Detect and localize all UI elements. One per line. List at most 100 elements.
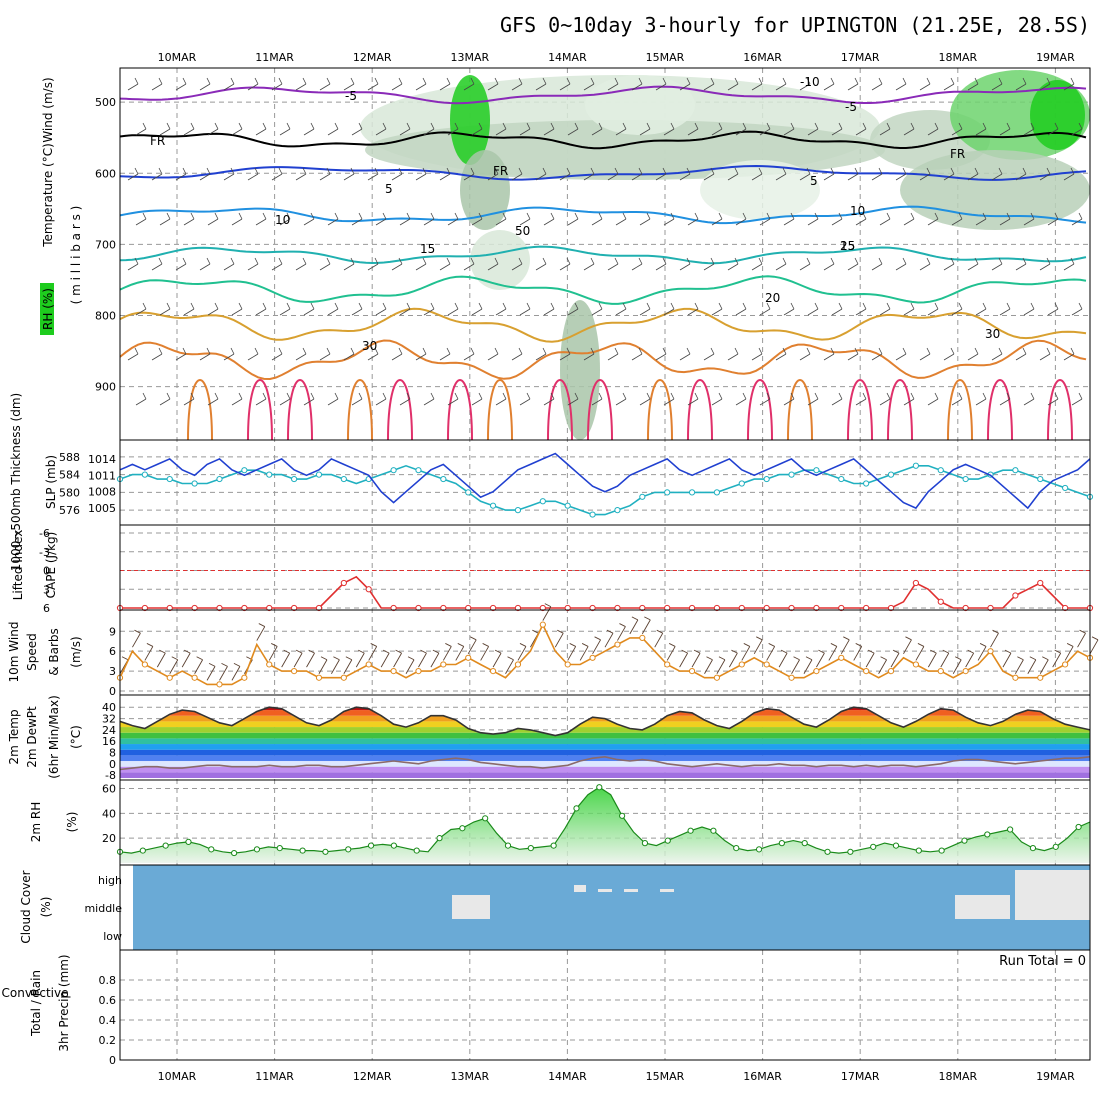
wind-barb	[967, 167, 979, 181]
wind-barb-10m	[579, 643, 589, 661]
thickness-line-point	[415, 467, 422, 474]
wind-barb	[1023, 212, 1035, 226]
wind-barb	[567, 302, 579, 316]
wind-speed-line-point	[440, 661, 447, 668]
wind-barb	[223, 257, 235, 271]
wind-barb	[367, 347, 379, 361]
wind-speed-line-point	[738, 661, 745, 668]
wind-barb	[855, 302, 867, 316]
thickness-line-point	[763, 475, 770, 483]
wind-barb	[487, 347, 499, 361]
rh-point	[961, 837, 968, 844]
rh-point	[436, 835, 443, 842]
lifted-index-line	[120, 575, 1090, 609]
wind-barb	[511, 347, 523, 361]
wind-barb	[375, 302, 387, 316]
panel-frame	[119, 439, 1091, 526]
wind-barb	[559, 167, 571, 181]
warm-contour	[247, 379, 273, 441]
wind-barb-10m	[156, 649, 166, 668]
wind-barb	[727, 167, 739, 181]
thickness-line-point	[216, 475, 223, 483]
lifted-index-line-point	[987, 604, 994, 612]
wind-barb	[775, 347, 787, 361]
wind-barb	[295, 257, 307, 271]
wind-barb-10m	[666, 643, 676, 661]
wind-barb	[679, 167, 691, 181]
wind-barb	[783, 302, 795, 316]
wind-barb	[255, 302, 267, 316]
wind-barb-10m	[480, 643, 490, 661]
wind-barb	[807, 122, 819, 136]
wind-barb	[343, 257, 355, 271]
wind-barb	[615, 392, 627, 406]
wind-barb	[799, 347, 811, 361]
wind-barb	[1047, 122, 1059, 136]
wind-barb-10m	[418, 649, 427, 668]
wind-barb	[823, 77, 835, 91]
wind-barb	[927, 302, 939, 316]
temp-band	[120, 772, 1090, 778]
contour-label: 5	[810, 174, 818, 188]
lifted-index-label: Lifted Index	[11, 530, 25, 601]
wind-barb	[327, 122, 339, 136]
cloud-level-label: low	[103, 930, 122, 943]
wind-barb	[343, 347, 355, 361]
wind-barb-10m	[368, 643, 378, 661]
wind-barb	[423, 392, 435, 406]
convective-label: Convective	[2, 986, 69, 1000]
wind-barb	[999, 392, 1011, 406]
wind-barb-10m	[853, 643, 863, 661]
cape-label: CAPE (J/kg)	[44, 532, 58, 599]
wind-barb	[447, 212, 459, 226]
axis-tick: 588	[59, 451, 80, 464]
wind-barb	[703, 77, 715, 91]
date-label-top: 19MAR	[1036, 51, 1075, 64]
wind-barb	[831, 122, 843, 136]
wind-barb-10m	[306, 649, 315, 668]
rh-point	[870, 843, 877, 850]
wind-barb	[159, 122, 171, 136]
wind-barb-10m	[1039, 656, 1049, 674]
wind-barb	[279, 302, 291, 316]
wind-barb	[711, 212, 723, 226]
wind-label: Wind (m/s)	[41, 77, 55, 142]
axis-tick: 0	[109, 1054, 116, 1067]
wind-barb-10m	[778, 649, 788, 668]
axis-tick: 3	[109, 665, 116, 678]
wind-barb	[271, 257, 283, 271]
wind-barb	[471, 302, 483, 316]
wind-barb	[879, 392, 891, 406]
rh-shading	[900, 150, 1090, 230]
wind-barb	[799, 257, 811, 271]
thickness-line-point	[664, 489, 671, 496]
wind-barb	[727, 347, 739, 361]
wind-barb	[439, 77, 451, 91]
wind-speed-line-point	[241, 674, 248, 681]
axis-tick: -6	[39, 527, 50, 540]
wind-barb	[543, 122, 555, 136]
wind-barb	[423, 122, 435, 136]
wind-speed-line-point	[813, 667, 820, 675]
wind-barb	[903, 392, 915, 406]
wind-barb	[255, 392, 267, 406]
wind-barb	[495, 392, 507, 406]
wind-barb	[999, 212, 1011, 226]
lifted-index-line-point	[664, 604, 671, 612]
wind-barb	[583, 347, 595, 361]
cloud-cell	[624, 889, 638, 892]
wind-barb	[783, 122, 795, 136]
wind-speed-line-point	[291, 667, 298, 675]
wind-barb	[327, 212, 339, 226]
temp-band	[120, 744, 1090, 750]
wind-barb	[1071, 392, 1083, 406]
wind-barb	[831, 302, 843, 316]
cloud-cell	[660, 889, 674, 892]
wind-barb-10m	[952, 656, 962, 674]
wind-barb	[951, 212, 963, 226]
wind-barb	[207, 212, 219, 226]
wind-barb	[1015, 257, 1027, 271]
wind-barb	[991, 167, 1003, 181]
wind-barb	[799, 77, 811, 91]
cloud-cell	[574, 885, 586, 892]
